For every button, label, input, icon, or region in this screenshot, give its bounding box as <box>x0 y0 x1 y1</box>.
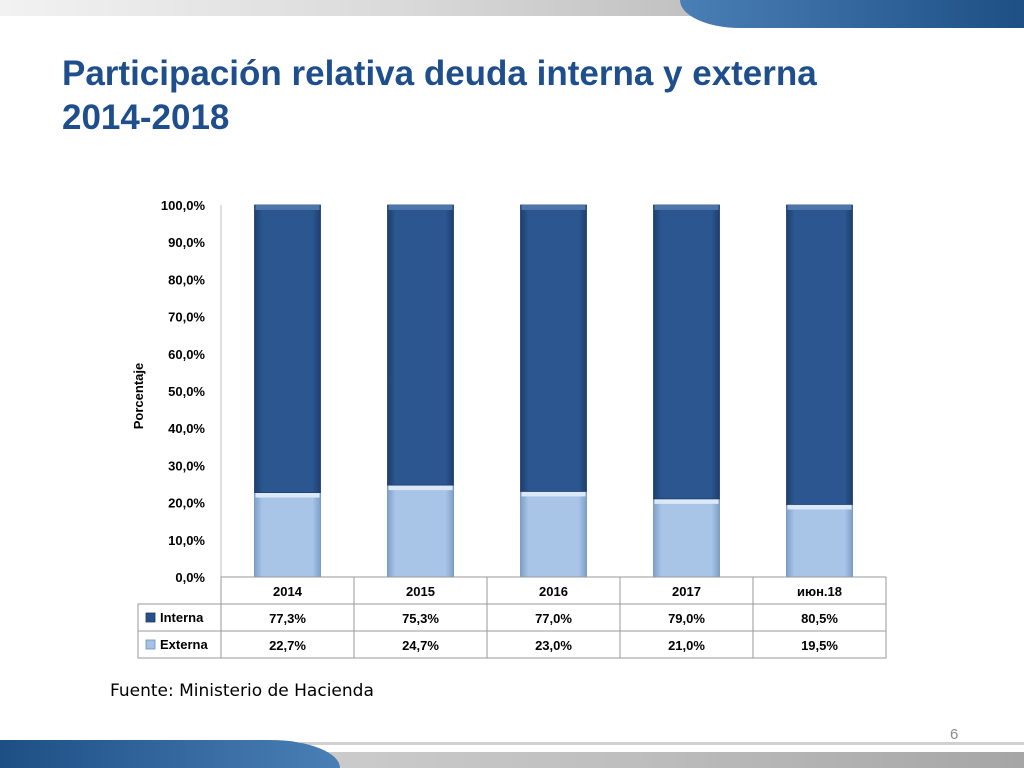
legend-swatch-externa <box>145 639 156 650</box>
y-tick-label: 0,0% <box>175 570 205 585</box>
x-tick-label: 2016 <box>539 584 568 599</box>
legend-swatch-interna <box>145 612 156 623</box>
y-axis-label: Porcentaje <box>131 363 146 429</box>
slide-title: Participación relativa deuda interna y e… <box>62 52 962 140</box>
source-note: Fuente: Ministerio de Hacienda <box>110 681 374 701</box>
y-tick-label: 90,0% <box>168 235 205 250</box>
bar-externa-2015 <box>387 484 454 578</box>
bar-externa-bevel <box>787 504 852 510</box>
y-tick-label: 100,0% <box>161 198 206 213</box>
bar-interna-bevel <box>521 205 586 210</box>
top-decor-swoosh <box>680 0 1024 28</box>
data-label: 22,7% <box>269 638 306 653</box>
table-row <box>137 630 887 659</box>
data-label: 75,3% <box>402 611 439 626</box>
bars-group <box>254 204 853 578</box>
bar-externa-bevel <box>654 498 719 504</box>
data-label: 77,0% <box>535 611 572 626</box>
table-row <box>137 603 887 632</box>
bar-interna-2014 <box>254 204 321 493</box>
data-label: 77,3% <box>269 611 306 626</box>
data-label: 23,0% <box>535 638 572 653</box>
y-tick-label: 50,0% <box>168 384 205 399</box>
bar-externa-bevel <box>388 485 453 491</box>
data-label: 24,7% <box>402 638 439 653</box>
bar-interna-bevel <box>787 205 852 210</box>
bar-externa-2017 <box>653 498 720 578</box>
x-tick-label: июн.18 <box>797 584 842 599</box>
bar-interna-bevel <box>654 205 719 210</box>
data-label: 79,0% <box>668 611 705 626</box>
bar-interna-bevel <box>388 205 453 210</box>
y-tick-label: 20,0% <box>168 496 205 511</box>
title-line-2: 2014-2018 <box>62 98 230 137</box>
title-line-1: Participación relativa deuda interna y e… <box>62 54 817 93</box>
bar-interna-2016 <box>520 204 587 492</box>
bar-externa-июн.18 <box>786 504 853 578</box>
x-tick-label: 2015 <box>406 584 435 599</box>
legend-label-interna: Interna <box>160 610 204 625</box>
bar-interna-2015 <box>387 204 454 486</box>
data-label: 19,5% <box>801 638 838 653</box>
bottom-decor-line <box>300 742 1024 745</box>
y-tick-label: 40,0% <box>168 421 205 436</box>
bar-interna-bevel <box>255 205 320 210</box>
y-tick-label: 80,0% <box>168 272 205 287</box>
data-label: 80,5% <box>801 611 838 626</box>
legend-label-externa: Externa <box>160 637 208 652</box>
bar-interna-июн.18 <box>786 204 853 505</box>
bar-externa-2016 <box>520 491 587 578</box>
y-tick-label: 30,0% <box>168 458 205 473</box>
bar-externa-2014 <box>254 492 321 578</box>
data-label: 21,0% <box>668 638 705 653</box>
y-tick-label: 70,0% <box>168 310 205 325</box>
y-axis-ticks: 0,0% 10,0% 20,0% 30,0% 40,0% 50,0% 60,0% 70,0% 8… <box>161 198 206 585</box>
bottom-decor-swoosh <box>0 740 340 768</box>
bar-interna-2017 <box>653 204 720 500</box>
page-number: 6 <box>950 726 959 743</box>
x-tick-label: 2017 <box>672 584 701 599</box>
x-tick-label: 2014 <box>273 584 303 599</box>
y-tick-label: 60,0% <box>168 347 205 362</box>
bar-externa-bevel <box>255 492 320 498</box>
y-tick-label: 10,0% <box>168 533 205 548</box>
data-table: 2014 2015 2016 2017 июн.18 Interna 77,3% 75,3% 7… <box>137 576 887 659</box>
bar-externa-bevel <box>521 491 586 497</box>
